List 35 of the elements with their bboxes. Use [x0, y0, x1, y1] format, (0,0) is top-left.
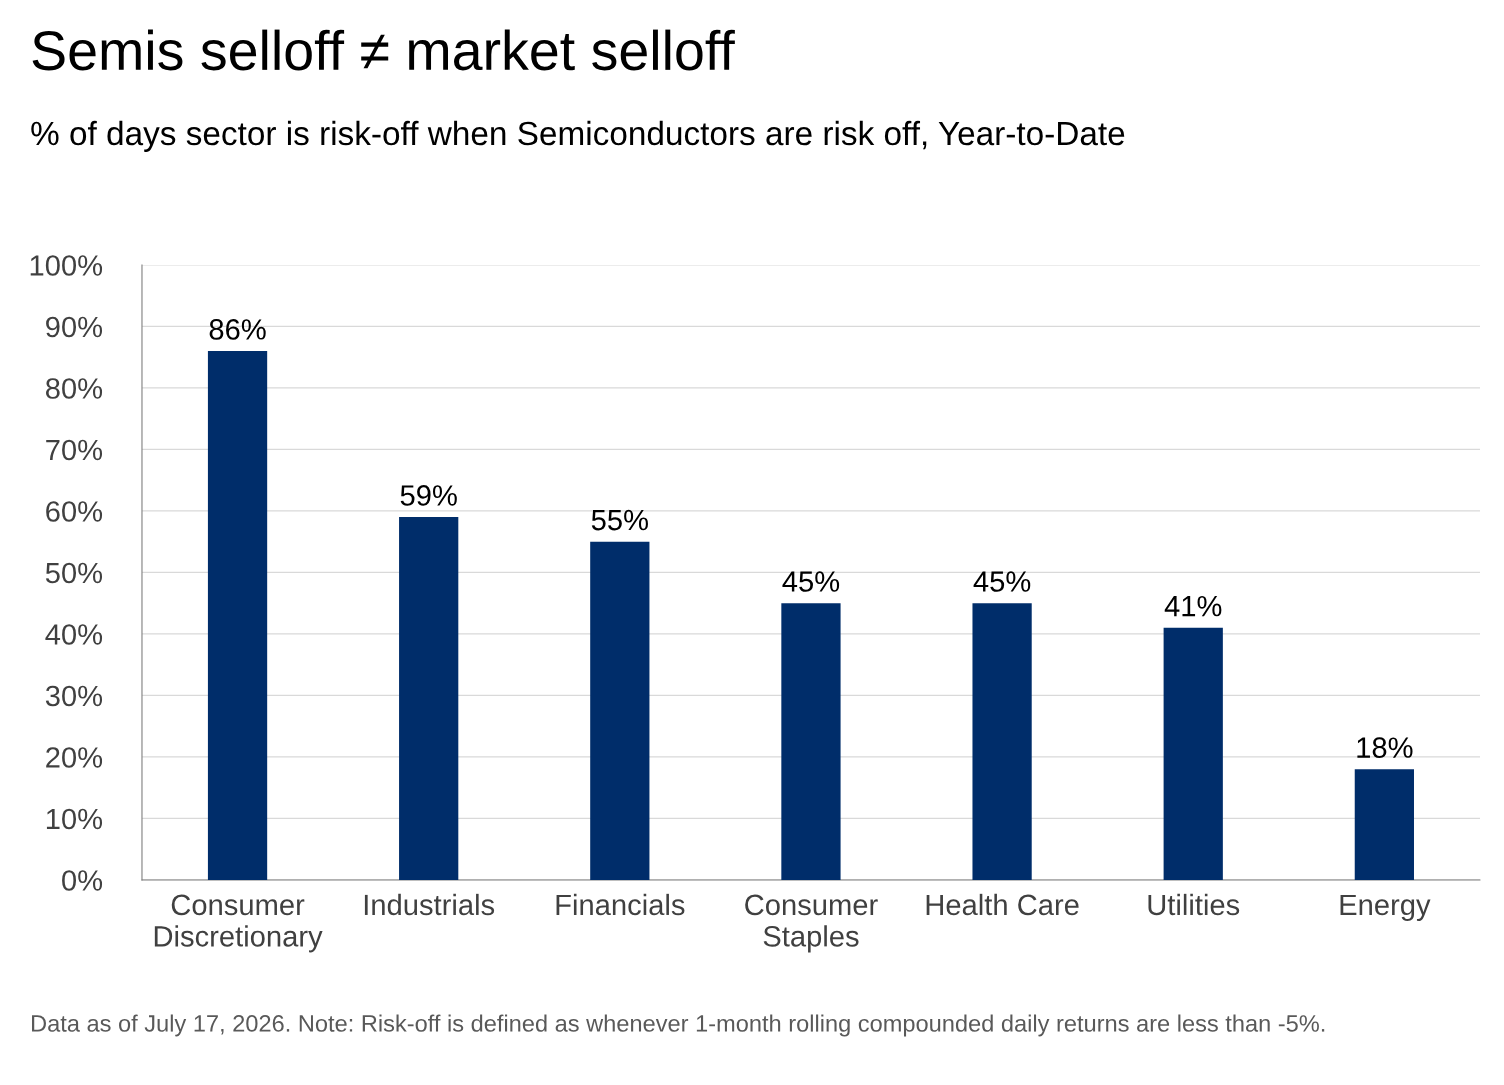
- x-tick-label: Industrials: [364, 893, 495, 916]
- y-tick-label: 0%: [62, 870, 103, 891]
- data-label: 41%: [1164, 595, 1222, 617]
- text: Data as of July 17, 2026. Note: Risk-off is defined as whenever 1-month rolling compounded daily returns are less than -5%.: [32, 1014, 1325, 1037]
- y-tick-label: 100%: [30, 255, 103, 276]
- bar: [399, 517, 459, 880]
- y-tick-label: 40%: [45, 624, 103, 645]
- data-label: 45%: [782, 571, 840, 592]
- y-tick-label: 80%: [45, 378, 103, 399]
- bar: [1163, 627, 1223, 880]
- x-tick-label: Utilities: [1148, 893, 1240, 916]
- chart-title: Semis selloff ≠ market selloff: [32, 29, 735, 71]
- bar: [972, 603, 1032, 880]
- y-tick-label: 90%: [46, 316, 103, 338]
- data-label: 18%: [1357, 737, 1413, 758]
- x-tick-label: Health Care: [926, 893, 1079, 916]
- y-tick-label: 60%: [46, 501, 103, 522]
- bar: [781, 603, 841, 880]
- y-tick-label: 30%: [45, 685, 103, 707]
- chart-subtitle: % of days sector is risk-off when Semiconductors are risk off, Year-to-Date: [31, 120, 1125, 152]
- data-label: 55%: [591, 509, 648, 531]
- bar: [590, 541, 650, 880]
- data-label: 59%: [400, 485, 457, 506]
- data-label: 45%: [973, 571, 1031, 592]
- bar: [207, 351, 268, 880]
- x-tick-label: Consumer Discretionary: [154, 894, 323, 953]
- y-tick-label: 10%: [46, 808, 103, 830]
- bar: [1354, 769, 1414, 880]
- x-tick-label: Energy: [1340, 894, 1431, 922]
- x-tick-label: Consumer Staples: [745, 894, 878, 953]
- y-tick-label: 70%: [46, 439, 103, 461]
- y-tick-label: 50%: [45, 562, 103, 584]
- x-tick-label: Financials: [556, 893, 685, 916]
- data-label: 86%: [209, 319, 266, 340]
- y-tick-label: 20%: [46, 747, 103, 768]
